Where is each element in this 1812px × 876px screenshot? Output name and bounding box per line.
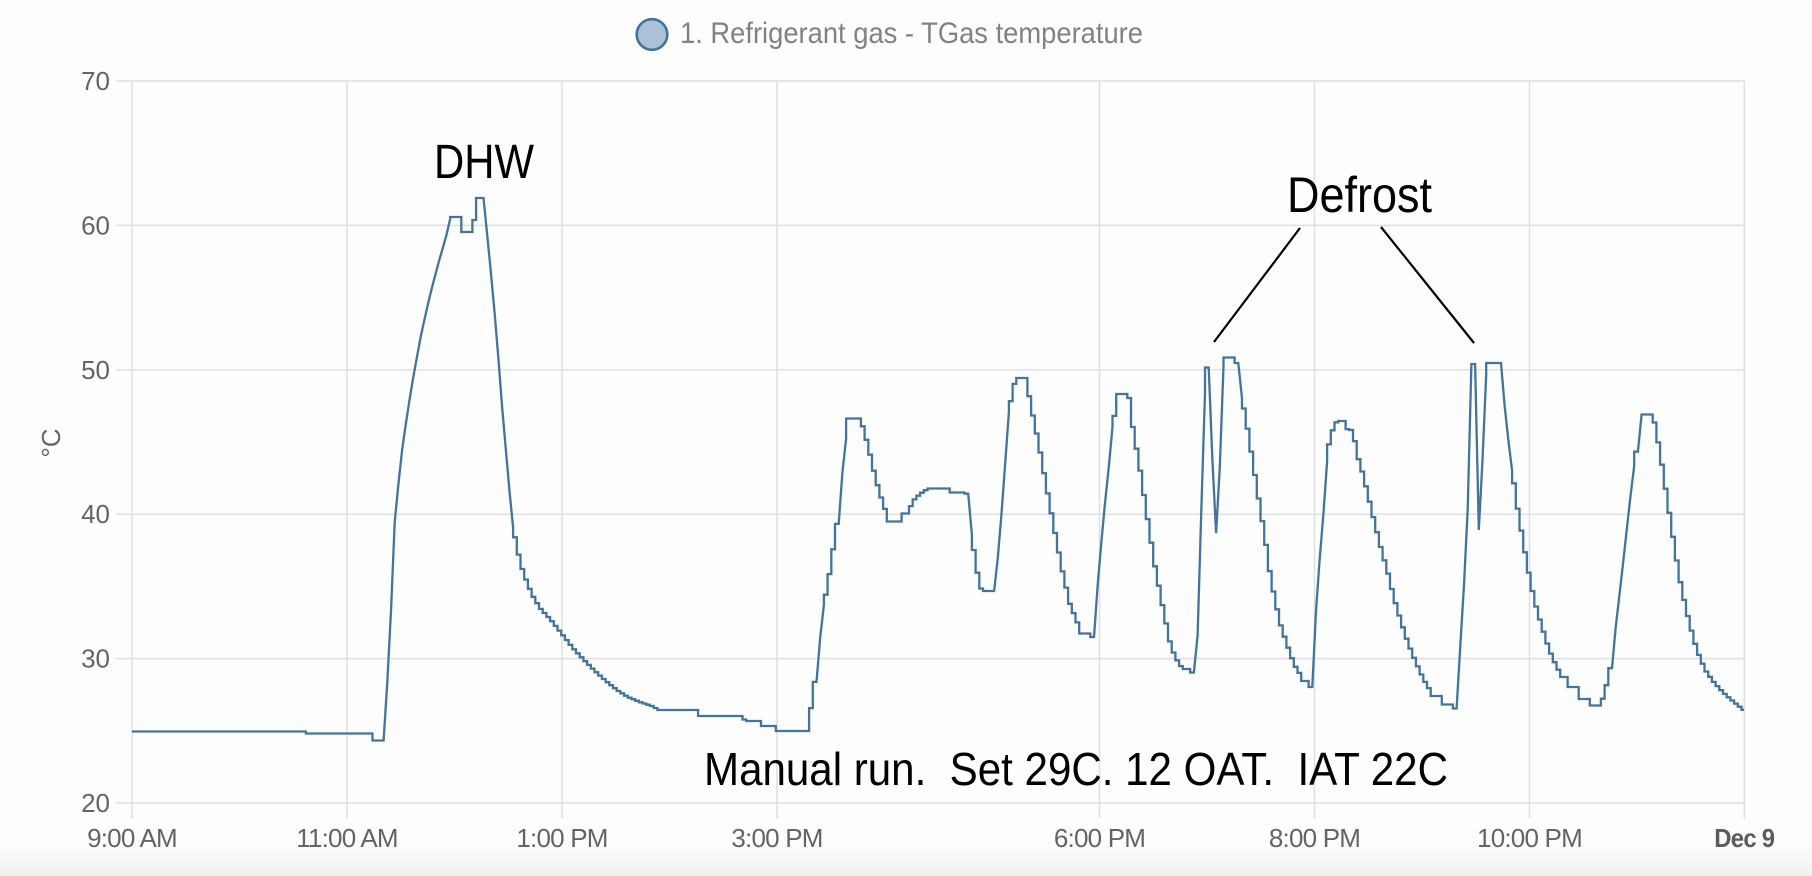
svg-text:30: 30	[81, 644, 110, 674]
svg-text:50: 50	[81, 355, 110, 385]
svg-text:8:00 PM: 8:00 PM	[1269, 823, 1360, 853]
svg-text:9:00 AM: 9:00 AM	[87, 823, 177, 853]
svg-text:60: 60	[81, 210, 110, 240]
svg-text:Defrost: Defrost	[1287, 167, 1432, 223]
svg-text:70: 70	[81, 66, 110, 96]
svg-text:11:00 AM: 11:00 AM	[296, 823, 398, 853]
svg-text:DHW: DHW	[434, 136, 535, 189]
svg-text:20: 20	[81, 788, 110, 818]
svg-text:1. Refrigerant gas - TGas temp: 1. Refrigerant gas - TGas temperature	[680, 17, 1143, 50]
svg-text:Dec 9: Dec 9	[1714, 823, 1774, 853]
svg-text:Manual run. Set 29C. 12 OAT.: Manual run. Set 29C. 12 OAT. IAT 22C	[704, 743, 1448, 795]
svg-text:°C: °C	[36, 428, 66, 457]
svg-text:3:00 PM: 3:00 PM	[731, 823, 822, 853]
svg-text:40: 40	[81, 499, 110, 529]
svg-text:1:00 PM: 1:00 PM	[516, 823, 607, 853]
svg-text:6:00 PM: 6:00 PM	[1054, 823, 1145, 853]
svg-text:10:00 PM: 10:00 PM	[1477, 823, 1582, 853]
